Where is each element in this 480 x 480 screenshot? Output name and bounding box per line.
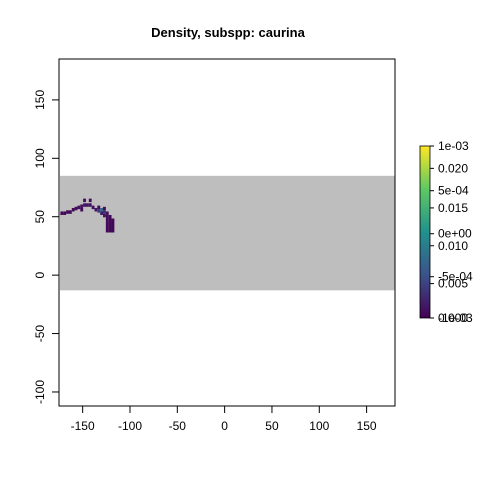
y-tick-label: 150	[33, 90, 47, 110]
density-cells-layer	[60, 198, 115, 233]
density-cell	[77, 205, 81, 210]
density-cell	[111, 221, 115, 226]
density-cell	[66, 210, 69, 214]
y-tick-label: 0	[33, 271, 47, 278]
density-cell	[88, 203, 92, 207]
x-tick-label: 150	[357, 419, 377, 433]
legend-color-bar	[419, 145, 431, 319]
density-cell	[100, 207, 104, 212]
density-cell	[94, 207, 98, 212]
density-cell	[108, 221, 112, 226]
legend-tick-label: 1e-03	[438, 139, 469, 153]
color-legend: 1e-030.0205e-040.0150e+000.010-5e-040.00…	[419, 139, 473, 325]
density-cell	[85, 203, 89, 207]
density-cell	[63, 211, 67, 215]
density-cell	[105, 211, 109, 215]
density-cell	[111, 228, 115, 233]
legend-tick-label: 0e+00	[438, 227, 472, 241]
legend-tick-label: 0.000	[438, 311, 468, 325]
background-band	[60, 175, 395, 291]
chart-title: Density, subspp: caurina	[151, 25, 305, 40]
density-cell	[88, 198, 92, 203]
x-tick-label: -150	[71, 419, 95, 433]
density-cell	[111, 225, 115, 229]
density-cell	[83, 203, 86, 207]
density-cell	[108, 228, 112, 233]
density-cell	[105, 228, 109, 233]
density-cell	[105, 221, 109, 226]
density-cell	[105, 214, 109, 219]
legend-tick-label: -5e-04	[438, 270, 473, 284]
legend-tick-label: 0.020	[438, 161, 468, 175]
density-cell	[111, 218, 115, 222]
density-cell	[108, 218, 112, 222]
x-tick-label: -50	[169, 419, 187, 433]
density-cell	[103, 206, 106, 211]
density-cell	[80, 204, 84, 208]
density-cell	[91, 205, 95, 210]
x-axis: -150 -100 -50 0 50 100 150	[71, 405, 377, 433]
density-cell	[105, 225, 109, 229]
density-cell	[103, 210, 106, 214]
y-tick-label: -50	[33, 325, 47, 343]
density-cell	[108, 214, 112, 219]
y-tick-label: 100	[33, 148, 47, 168]
x-tick-label: 0	[221, 419, 228, 433]
legend-tick-label: -1e-03	[438, 311, 473, 325]
density-cell	[83, 198, 86, 203]
density-cell	[100, 211, 104, 215]
x-tick-label: -100	[118, 419, 142, 433]
density-cell	[68, 210, 72, 214]
x-tick-label: 50	[265, 419, 279, 433]
legend-tick-label: 0.015	[438, 201, 468, 215]
x-tick-label: 100	[309, 419, 329, 433]
legend-tick-label: 0.010	[438, 239, 468, 253]
density-cell	[97, 209, 101, 213]
y-axis: -100 -50 0 50 100 150	[33, 90, 60, 404]
legend-tick-label: 5e-04	[438, 184, 469, 198]
density-cell	[71, 207, 75, 212]
density-cell	[74, 206, 78, 211]
density-cell	[103, 213, 106, 218]
background-band-layer	[60, 175, 395, 291]
legend-tick-label: 0.005	[438, 277, 468, 291]
y-tick-label: -100	[33, 380, 47, 404]
density-cell	[97, 205, 101, 210]
density-cell	[108, 225, 112, 229]
density-cell	[60, 211, 64, 215]
density-cell	[105, 218, 109, 222]
y-tick-label: 50	[33, 210, 47, 224]
density-cell	[80, 207, 84, 212]
